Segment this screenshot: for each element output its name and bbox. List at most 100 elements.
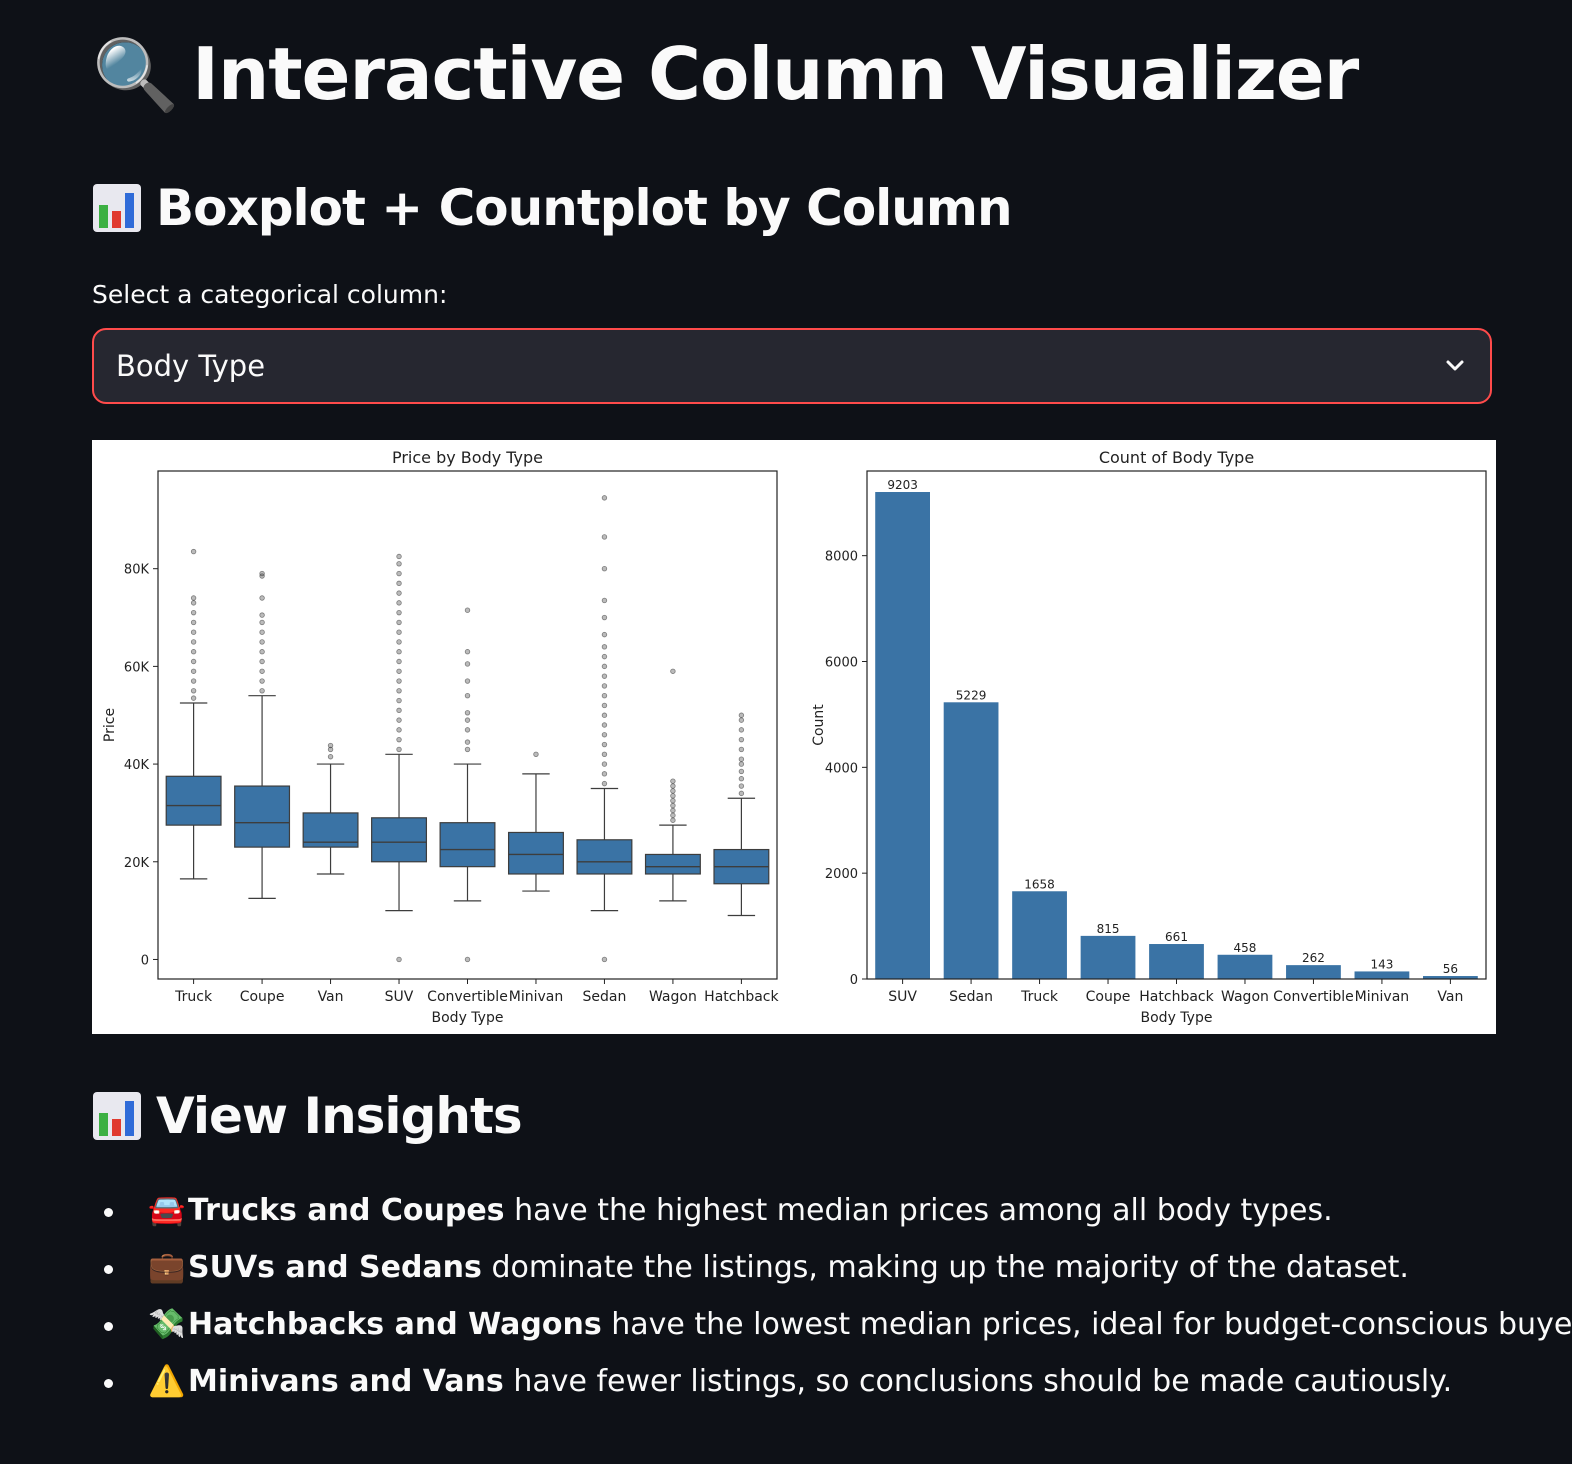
box-outlier <box>601 495 608 501</box>
box-outlier <box>190 678 197 684</box>
box-outlier <box>738 717 745 723</box>
box-outlier <box>670 798 676 804</box>
box-outlier <box>396 736 402 743</box>
box-outlier <box>327 746 334 753</box>
box-outlier <box>738 756 745 762</box>
box-outlier <box>190 609 197 616</box>
bar-chart-icon <box>93 1092 141 1140</box>
bar-value-label: 143 <box>1370 957 1393 971</box>
box-outlier <box>396 580 402 587</box>
bar-value-label: 56 <box>1443 962 1458 976</box>
box-outlier <box>327 754 334 760</box>
chevron-down-icon <box>1446 360 1464 371</box>
box-outlier <box>396 553 402 560</box>
box-outlier <box>601 722 608 728</box>
box-outlier <box>190 619 197 626</box>
bar-value-label: 262 <box>1302 951 1325 965</box>
section-title-text: View Insights <box>156 1087 523 1145</box>
box-outlier <box>464 661 471 667</box>
chart-figure: 0 20K 40K 60K 80K Truck Coupe Van SUV Convertible… <box>92 440 1496 1034</box>
box-outlier <box>259 612 265 618</box>
box-outlier <box>190 695 197 701</box>
box-outlier <box>670 783 676 789</box>
box-outlier <box>396 746 402 753</box>
box-outlier <box>396 609 402 616</box>
y-tick-label: 20K <box>124 856 150 871</box>
box-outlier <box>396 727 402 733</box>
briefcase-icon: 💼 <box>148 1250 186 1285</box>
box-outlier <box>190 658 197 665</box>
select-label: Select a categorical column: <box>92 280 448 309</box>
box-outlier <box>259 649 265 655</box>
box-outlier <box>190 668 197 674</box>
column-select[interactable]: Body Type <box>92 328 1492 404</box>
box-outlier <box>738 783 745 789</box>
bar <box>1354 971 1410 979</box>
box-outlier <box>396 619 402 626</box>
box-outlier <box>464 649 471 655</box>
box-outlier <box>327 742 334 749</box>
insight-bold: Hatchbacks and Wagons <box>188 1307 602 1342</box>
car-icon: 🚘 <box>148 1193 186 1228</box>
box-outlier <box>601 534 608 540</box>
box-outlier <box>396 707 402 714</box>
box-outlier <box>190 600 197 606</box>
box-outlier <box>670 802 676 809</box>
insight-text: have the lowest median prices, ideal for… <box>601 1307 1572 1342</box>
box-outlier <box>601 771 608 777</box>
box-outlier <box>601 761 608 767</box>
box-iqr <box>302 812 359 848</box>
box-outlier <box>190 688 197 694</box>
box-outlier <box>396 649 402 655</box>
box-outlier <box>464 956 471 963</box>
x-tick-label: SUV <box>888 989 917 1005</box>
y-tick-label: 4000 <box>825 761 858 776</box>
section-title-boxplot: Boxplot + Countplot by Column <box>92 176 1013 240</box>
box-outlier <box>738 768 745 775</box>
select-value: Body Type <box>116 349 266 383</box>
bar <box>1286 965 1341 979</box>
x-tick-label: Wagon <box>649 989 697 1005</box>
insight-bold: Minivans and Vans <box>188 1364 504 1399</box>
x-tick-label: Minivan <box>509 989 563 1005</box>
box-outlier <box>396 668 402 674</box>
box-outlier <box>601 631 608 638</box>
box-outlier <box>464 746 471 753</box>
box-outlier <box>601 683 608 689</box>
box-outlier <box>601 780 608 787</box>
x-tick-label: Sedan <box>583 989 627 1005</box>
box-outlier <box>190 649 197 655</box>
x-tick-label: Convertible <box>1273 989 1354 1005</box>
insight-text: have fewer listings, so conclusions shou… <box>503 1364 1453 1399</box>
x-tick-label: Wagon <box>1221 989 1269 1005</box>
x-tick-label: Sedan <box>949 989 993 1005</box>
x-tick-label: Minivan <box>1355 989 1409 1005</box>
y-tick-label: 2000 <box>825 867 858 882</box>
box-outlier <box>601 712 608 718</box>
box-outlier <box>396 678 402 684</box>
box-outlier <box>738 746 745 753</box>
box-outlier <box>601 956 608 963</box>
bar <box>1423 976 1478 979</box>
box-outlier <box>259 639 265 645</box>
box-iqr <box>576 839 633 875</box>
box-outlier <box>670 812 676 819</box>
box-outlier <box>396 590 402 596</box>
bar <box>1012 891 1067 979</box>
box-outlier <box>738 776 745 782</box>
box-outlier <box>670 778 676 784</box>
x-tick-label: Coupe <box>1086 989 1131 1005</box>
axes-frame <box>866 470 1487 980</box>
box-outlier <box>738 736 745 743</box>
box-outlier <box>190 629 197 635</box>
box-outlier <box>738 761 745 767</box>
list-item: 🚘Trucks and Coupes have the highest medi… <box>92 1186 1532 1243</box>
box-iqr <box>234 785 291 848</box>
y-tick-label: 0 <box>141 953 149 968</box>
chart-svg: 0 20K 40K 60K 80K Truck Coupe Van SUV Convertible… <box>102 448 1487 1026</box>
bar <box>943 702 999 979</box>
box-outlier <box>464 692 471 699</box>
box-outlier <box>396 688 402 694</box>
box-iqr <box>165 775 222 826</box>
box-outlier <box>259 629 265 635</box>
